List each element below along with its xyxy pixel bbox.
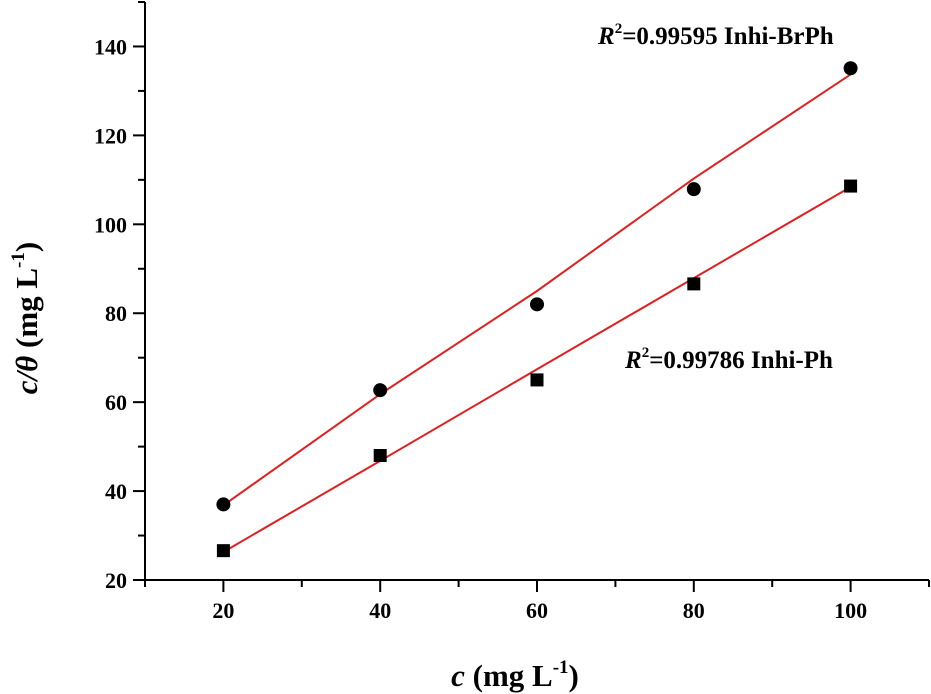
y-tick-label: 120 [94,123,127,148]
data-point-square [530,373,544,387]
data-point-circle [843,61,858,76]
data-points [216,61,858,558]
fit-line-1 [222,186,852,553]
annotation-inhi-brph: R2=0.99595 Inhi-BrPh [597,21,834,50]
y-tick-label: 40 [105,479,127,504]
y-tick-label: 60 [105,390,127,415]
data-point-circle [530,297,544,312]
fit-lines [222,73,852,553]
x-tick-label: 100 [834,598,867,623]
data-point-square [373,449,387,463]
annotation-inhi-ph: R2=0.99786 Inhi-Ph [624,345,833,374]
x-tick-label: 20 [212,598,234,623]
y-tick-label: 80 [105,301,127,326]
y-tick-label: 140 [94,34,127,59]
data-point-circle [216,497,231,512]
axes: 20 40 60 80 100 20 40 60 80 100 120 140 [94,1,930,623]
x-tick-label: 60 [526,598,548,623]
x-tick-label: 40 [369,598,391,623]
data-point-square [687,277,701,291]
fit-line-0 [222,73,852,507]
y-tick-label: 20 [105,568,127,593]
data-point-circle [373,383,388,398]
data-point-square [844,179,858,193]
y-axis-title: c/θ (mg L-1) [8,242,44,394]
data-point-square [216,544,230,558]
y-tick-label: 100 [94,212,127,237]
data-point-circle [686,182,701,197]
x-tick-label: 80 [683,598,705,623]
x-axis-title: c (mg L-1) [451,657,579,693]
